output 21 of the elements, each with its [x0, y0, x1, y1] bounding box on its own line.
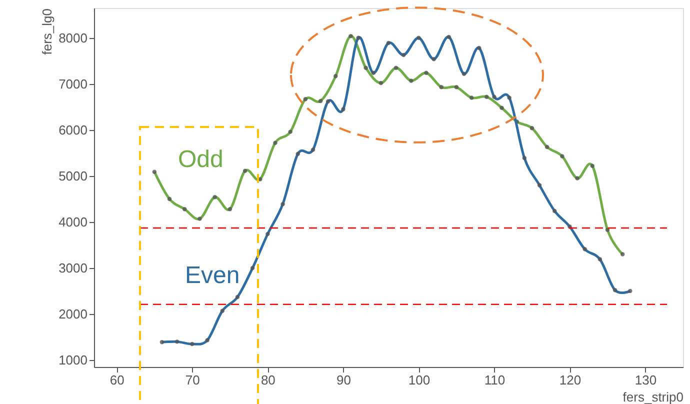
x-tick-label: 120	[559, 372, 582, 388]
x-tick-label: 70	[185, 372, 200, 388]
y-tick-label: 7000	[58, 76, 88, 92]
x-tick-label: 80	[260, 372, 276, 388]
x-tick-label: 60	[110, 372, 124, 388]
line-series	[152, 34, 625, 256]
x-tick-label: 100	[408, 372, 430, 388]
y-tick-label: 5000	[58, 168, 88, 184]
series-label: Odd	[178, 146, 224, 173]
x-tick-label: 130	[634, 372, 657, 388]
y-tick-label: 4000	[58, 214, 88, 230]
x-axis-title: fers_strip0	[622, 390, 684, 404]
y-tick-label: 6000	[58, 122, 88, 138]
y-tick-label: 2000	[58, 306, 88, 322]
x-tick-label: 110	[484, 372, 506, 388]
y-tick-label: 8000	[58, 30, 88, 46]
y-tick-label: 3000	[58, 260, 88, 276]
y-tick-label: 1000	[58, 352, 88, 368]
series-label: Even	[185, 262, 240, 289]
y-axis-title: fers_lg0	[40, 8, 55, 55]
x-tick-label: 90	[336, 372, 351, 388]
